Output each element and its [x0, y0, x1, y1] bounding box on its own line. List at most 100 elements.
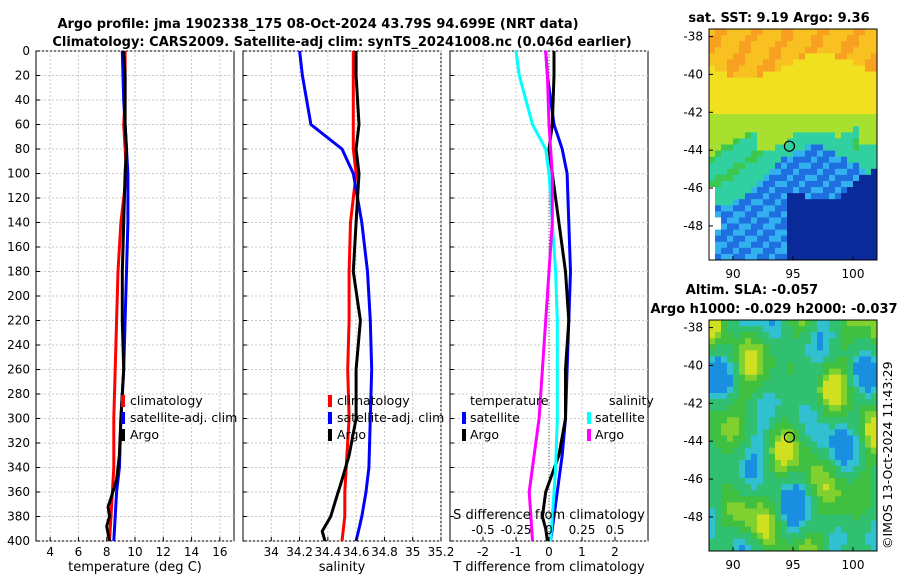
map-cell — [829, 144, 836, 151]
map-cell — [715, 368, 722, 376]
map-cell — [715, 532, 722, 540]
map-cell — [859, 490, 866, 497]
map-cell — [715, 83, 722, 91]
map-cell — [709, 429, 716, 436]
s-diff-tick-label: 0.5 — [605, 523, 624, 537]
y-tick-label: 400 — [7, 534, 30, 548]
map-cell — [769, 35, 776, 42]
map-cell — [775, 247, 782, 255]
map-cell — [745, 441, 752, 449]
series-argo — [320, 51, 362, 542]
map-cell — [859, 350, 866, 357]
map-cell — [781, 338, 788, 345]
map-cell — [721, 459, 728, 467]
map-cell — [841, 332, 848, 339]
map-cell — [817, 399, 824, 406]
map-y-tick-label: -40 — [683, 358, 703, 372]
map-cell — [835, 241, 842, 249]
map-cell — [739, 205, 746, 212]
map-cell — [871, 241, 878, 249]
map-cell — [841, 180, 848, 188]
map-cell — [781, 180, 788, 188]
map-cell — [787, 514, 794, 522]
map-cell — [817, 362, 824, 370]
map-cell — [823, 211, 830, 218]
map-cell — [733, 465, 740, 473]
map-cell — [835, 193, 842, 200]
imos-watermark: ©IMOS 13-Oct-2024 11:43:29 — [880, 361, 895, 549]
map-cell — [835, 459, 842, 467]
map-cell — [823, 368, 830, 376]
map-cell — [829, 429, 836, 436]
map-cell — [841, 132, 848, 139]
map-y-tick-label: -38 — [683, 321, 703, 335]
map-cell — [835, 471, 842, 479]
map-cell — [805, 508, 812, 515]
x-tick-label: 34.8 — [371, 545, 398, 559]
map-cell — [745, 344, 752, 351]
map-cell — [865, 168, 872, 176]
map-cell — [793, 83, 800, 91]
map-cell — [865, 205, 872, 212]
map-cell — [865, 199, 872, 206]
map-cell — [757, 126, 764, 133]
map-cell — [799, 35, 806, 42]
map-cell — [835, 502, 842, 509]
map-cell — [817, 374, 824, 382]
map-cell — [751, 29, 758, 36]
map-cell — [805, 502, 812, 509]
map-cell — [823, 338, 830, 345]
map-cell — [763, 180, 770, 188]
map-cell — [823, 144, 830, 151]
map-cell — [835, 484, 842, 491]
x-tick-label: 6 — [75, 545, 83, 559]
map-cell — [841, 484, 848, 491]
map-cell — [817, 47, 824, 54]
map-cell — [835, 320, 842, 327]
map-cell — [739, 83, 746, 91]
map-cell — [853, 392, 860, 400]
map-cell — [769, 417, 776, 424]
map-cell — [763, 144, 770, 151]
map-cell — [835, 496, 842, 503]
map-cell — [727, 392, 734, 400]
map-cell — [769, 65, 776, 72]
map-cell — [769, 199, 776, 206]
map-cell — [799, 478, 806, 485]
map-cell — [859, 120, 866, 127]
map-cell — [721, 35, 728, 42]
map-cell — [793, 465, 800, 473]
map-cell — [739, 168, 746, 176]
map-cell — [823, 465, 830, 473]
map-cell — [829, 326, 836, 333]
sla-map-title: Altim. SLA: -0.057 — [686, 283, 818, 298]
map-cell — [787, 459, 794, 467]
map-cell — [835, 89, 842, 97]
map-cell — [715, 484, 722, 491]
map-cell — [721, 490, 728, 497]
map-cell — [775, 362, 782, 370]
map-cell — [775, 380, 782, 388]
map-cell — [841, 453, 848, 461]
map-cell — [853, 77, 860, 85]
map-cell — [751, 229, 758, 237]
map-cell — [871, 362, 878, 370]
map-cell — [709, 223, 716, 231]
map-cell — [811, 544, 818, 552]
map-y-tick-label: -46 — [683, 181, 703, 195]
map-cell — [733, 502, 740, 509]
map-cell — [829, 29, 836, 36]
map-cell — [721, 502, 728, 509]
map-cell — [817, 484, 824, 491]
map-cell — [781, 235, 788, 243]
map-cell — [853, 459, 860, 467]
map-cell — [781, 326, 788, 333]
map-cell — [859, 502, 866, 509]
map-cell — [727, 344, 734, 351]
map-cell — [835, 59, 842, 66]
map-cell — [871, 71, 878, 79]
map-cell — [841, 83, 848, 91]
map-cell — [799, 441, 806, 449]
map-cell — [793, 538, 800, 546]
s-diff-tick-label: 0 — [545, 523, 553, 537]
